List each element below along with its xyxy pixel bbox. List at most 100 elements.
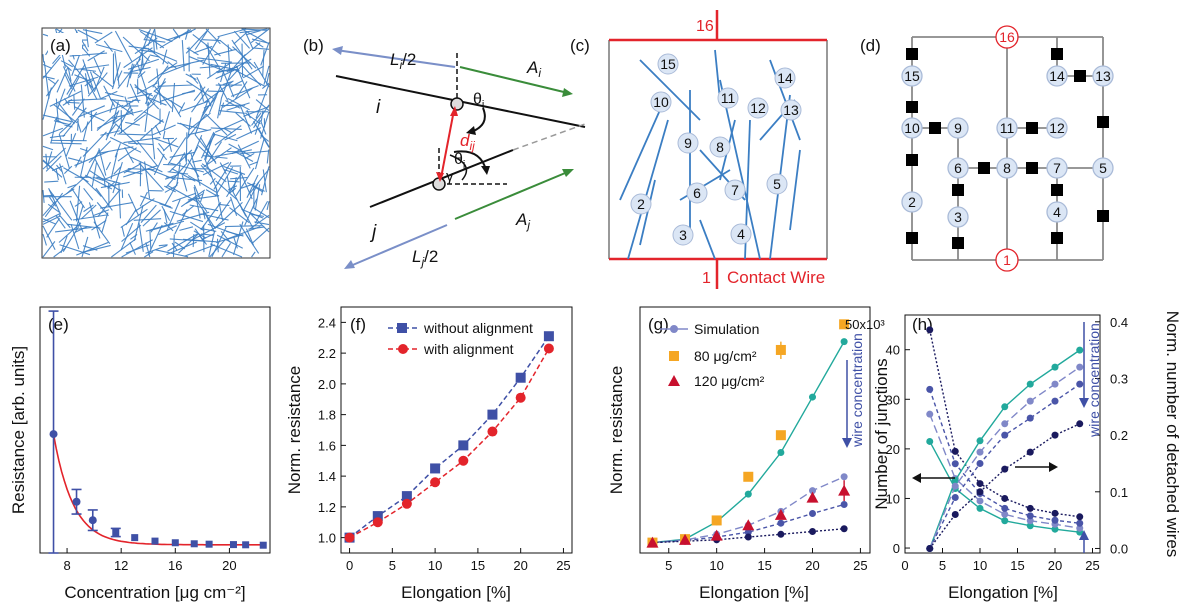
- nanowire: [136, 82, 158, 95]
- nanowire: [121, 239, 153, 258]
- nanowire: [203, 147, 232, 168]
- nanowire: [266, 72, 270, 85]
- exp80-point: [711, 515, 722, 526]
- nanowire: [226, 230, 244, 237]
- nanowire: [227, 180, 240, 183]
- x-tick-label: 20: [805, 558, 819, 573]
- nanowire: [138, 162, 165, 191]
- nanowire: [251, 112, 262, 126]
- node-circle: [947, 206, 969, 228]
- detached-point: [976, 488, 984, 496]
- nanowire: [112, 109, 133, 125]
- detached-point: [1001, 431, 1009, 439]
- plot-frame: [904, 314, 1101, 554]
- nanowire: [49, 90, 82, 107]
- x-tick-label: 5: [389, 558, 396, 573]
- resistor: [1074, 70, 1086, 82]
- nanowire: [94, 158, 106, 180]
- node-label: 12: [750, 100, 766, 116]
- wire-segment: [639, 179, 656, 246]
- nanowire: [49, 134, 66, 139]
- annotation-label: wire concentration: [1086, 323, 1102, 438]
- nanowire: [214, 118, 245, 133]
- nanowire: [110, 152, 118, 180]
- nanowire: [193, 184, 201, 199]
- legend-label: with alignment: [423, 341, 514, 357]
- nanowire: [84, 73, 90, 95]
- nanowire: [199, 65, 220, 69]
- junction-point: [976, 497, 984, 505]
- junction-i: [450, 97, 464, 111]
- nanowire: [144, 101, 150, 133]
- nanowire: [167, 59, 205, 69]
- nanowire: [67, 67, 72, 82]
- data-point: [515, 392, 526, 403]
- chart-e: 8 12 16 20 (e) Concentration [μg cm⁻²] Resista…: [9, 306, 271, 602]
- wire-segment: [789, 149, 801, 231]
- resistor: [1051, 48, 1063, 60]
- contact-wire-label: Contact Wire: [727, 268, 825, 287]
- nanowire: [251, 213, 265, 217]
- x-tick-label: 20: [513, 558, 527, 573]
- node-circle: [724, 179, 746, 201]
- nanowire: [253, 207, 270, 219]
- x-tick-label: 25: [556, 558, 570, 573]
- y-tick-label: 10: [886, 491, 900, 506]
- nanowire: [194, 99, 209, 135]
- panel-d-label: (d): [860, 36, 881, 55]
- nanowire: [200, 164, 213, 178]
- sim-point: [809, 510, 816, 518]
- exp80-point: [775, 430, 786, 441]
- nanowire: [83, 204, 94, 213]
- node-circle: [677, 132, 699, 154]
- nanowire: [219, 102, 225, 116]
- resistor: [906, 101, 918, 113]
- nanowire: [42, 159, 55, 171]
- nanowire: [133, 218, 162, 221]
- Aj-label: Aj: [515, 210, 530, 232]
- theta-i-label: θi: [473, 91, 484, 111]
- node-circle: [630, 193, 652, 215]
- annotation-label: wire concentration: [849, 333, 865, 448]
- sim-point: [777, 519, 785, 527]
- resistor: [1097, 116, 1109, 128]
- nanowire: [73, 106, 105, 122]
- nanowire: [182, 205, 195, 216]
- resistor: [952, 237, 964, 249]
- nanowire: [187, 117, 192, 137]
- nanowire: [246, 174, 259, 198]
- nanowire: [105, 110, 120, 141]
- nanowire: [147, 224, 163, 256]
- nanowire: [58, 133, 71, 169]
- x-axis-label: Elongation [%]: [401, 583, 511, 602]
- nanowire: [68, 76, 80, 97]
- nanowire: [228, 62, 245, 81]
- nanowire: [206, 141, 223, 165]
- panel-a: (a): [41, 27, 271, 259]
- nanowire: [42, 114, 72, 123]
- y-tick-label: 1.6: [318, 438, 336, 453]
- nanowire: [142, 46, 178, 62]
- nanowire: [82, 29, 103, 35]
- x-axis-label: Elongation [%]: [948, 583, 1058, 602]
- nanowire: [148, 94, 156, 106]
- panel-c-label: (c): [570, 36, 590, 55]
- nanowire: [45, 155, 62, 172]
- nanowire: [88, 202, 101, 239]
- nanowire: [158, 142, 165, 151]
- nanowire: [101, 212, 109, 233]
- nanowire: [215, 69, 235, 80]
- nanowire: [129, 242, 136, 255]
- wire-i-label: i: [376, 97, 381, 118]
- nanowire: [197, 57, 233, 63]
- nanowire: [261, 166, 270, 196]
- exp120-point: [646, 536, 659, 548]
- nanowire: [249, 168, 270, 194]
- node-circle: [780, 99, 802, 121]
- nanowire: [163, 111, 171, 131]
- nanowire: [70, 224, 80, 250]
- nanowire: [42, 145, 54, 151]
- nanowire: [121, 224, 142, 243]
- node-label: 2: [908, 194, 916, 210]
- y-multiplier: 50x10³: [845, 317, 885, 332]
